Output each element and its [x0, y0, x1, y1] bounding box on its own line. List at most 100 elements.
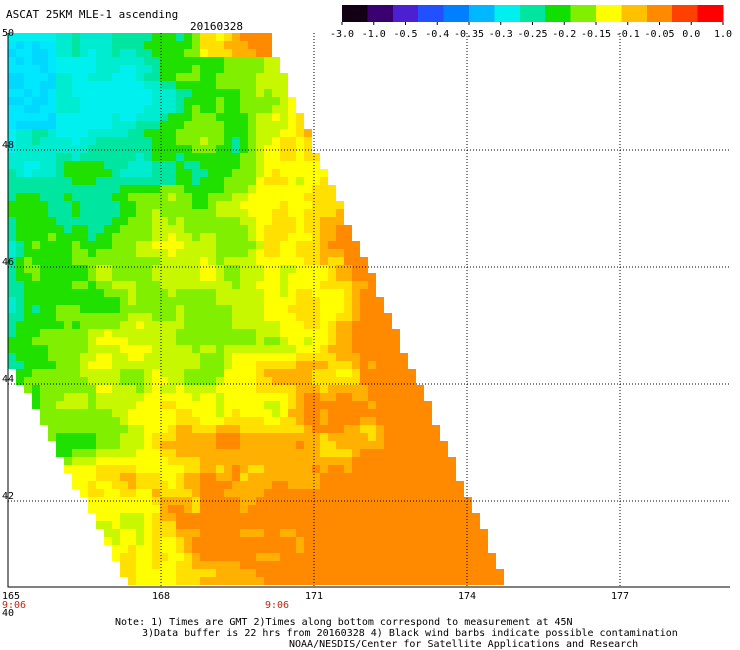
swath-cell [344, 393, 352, 401]
swath-cell [288, 177, 296, 185]
swath-cell [280, 289, 288, 297]
swath-cell [312, 473, 320, 481]
swath-cell [152, 561, 160, 569]
swath-cell [136, 393, 144, 401]
swath-cell [176, 505, 184, 513]
swath-cell [104, 521, 112, 529]
swath-cell [24, 249, 32, 257]
swath-cell [224, 521, 232, 529]
swath-cell [8, 305, 16, 313]
swath-cell [72, 193, 80, 201]
swath-cell [80, 105, 88, 113]
swath-cell [288, 449, 296, 457]
swath-cell [96, 265, 104, 273]
swath-cell [312, 329, 320, 337]
swath-cell [144, 369, 152, 377]
swath-cell [184, 329, 192, 337]
swath-cell [264, 265, 272, 273]
swath-cell [32, 249, 40, 257]
swath-cell [120, 449, 128, 457]
swath-cell [88, 33, 96, 41]
swath-cell [400, 425, 408, 433]
swath-cell [272, 449, 280, 457]
swath-cell [240, 449, 248, 457]
swath-cell [24, 233, 32, 241]
swath-cell [408, 545, 416, 553]
swath-cell [232, 489, 240, 497]
swath-cell [264, 561, 272, 569]
swath-cell [344, 553, 352, 561]
swath-cell [320, 513, 328, 521]
swath-cell [320, 553, 328, 561]
swath-cell [328, 577, 336, 585]
swath-cell [288, 345, 296, 353]
swath-cell [192, 57, 200, 65]
swath-cell [152, 385, 160, 393]
swath-cell [40, 265, 48, 273]
swath-cell [200, 265, 208, 273]
swath-cell [400, 545, 408, 553]
swath-cell [288, 537, 296, 545]
swath-cell [240, 249, 248, 257]
swath-cell [432, 505, 440, 513]
swath-cell [216, 249, 224, 257]
swath-cell [264, 193, 272, 201]
swath-cell [280, 441, 288, 449]
lon-tick-label: 168 [152, 591, 170, 602]
swath-cell [40, 65, 48, 73]
swath-cell [248, 441, 256, 449]
swath-cell [368, 409, 376, 417]
swath-cell [248, 489, 256, 497]
swath-cell [8, 97, 16, 105]
swath-cell [112, 449, 120, 457]
swath-cell [336, 249, 344, 257]
swath-cell [152, 105, 160, 113]
swath-cell [120, 249, 128, 257]
swath-cell [56, 329, 64, 337]
swath-cell [232, 345, 240, 353]
swath-cell [216, 441, 224, 449]
swath-cell [104, 321, 112, 329]
swath-cell [320, 305, 328, 313]
swath-cell [432, 489, 440, 497]
swath-cell [288, 497, 296, 505]
swath-cell [336, 481, 344, 489]
swath-cell [16, 265, 24, 273]
swath-cell [120, 465, 128, 473]
swath-cell [24, 193, 32, 201]
swath-cell [160, 561, 168, 569]
swath-cell [264, 153, 272, 161]
swath-cell [248, 249, 256, 257]
swath-cell [16, 73, 24, 81]
swath-cell [296, 449, 304, 457]
swath-cell [160, 345, 168, 353]
swath-cell [208, 89, 216, 97]
swath-cell [352, 513, 360, 521]
swath-cell [48, 225, 56, 233]
swath-cell [144, 201, 152, 209]
swath-cell [176, 137, 184, 145]
swath-cell [352, 345, 360, 353]
swath-cell [40, 161, 48, 169]
swath-cell [80, 441, 88, 449]
swath-cell [200, 577, 208, 585]
swath-cell [168, 377, 176, 385]
swath-cell [200, 193, 208, 201]
swath-cell [392, 329, 400, 337]
swath-cell [72, 113, 80, 121]
swath-cell [24, 289, 32, 297]
swath-cell [224, 361, 232, 369]
swath-cell [288, 209, 296, 217]
swath-cell [56, 257, 64, 265]
swath-cell [192, 417, 200, 425]
swath-cell [352, 281, 360, 289]
swath-cell [192, 425, 200, 433]
swath-cell [240, 545, 248, 553]
swath-cell [128, 345, 136, 353]
swath-cell [64, 417, 72, 425]
swath-cell [272, 385, 280, 393]
swath-cell [176, 553, 184, 561]
swath-cell [128, 473, 136, 481]
swath-cell [384, 537, 392, 545]
swath-cell [424, 441, 432, 449]
